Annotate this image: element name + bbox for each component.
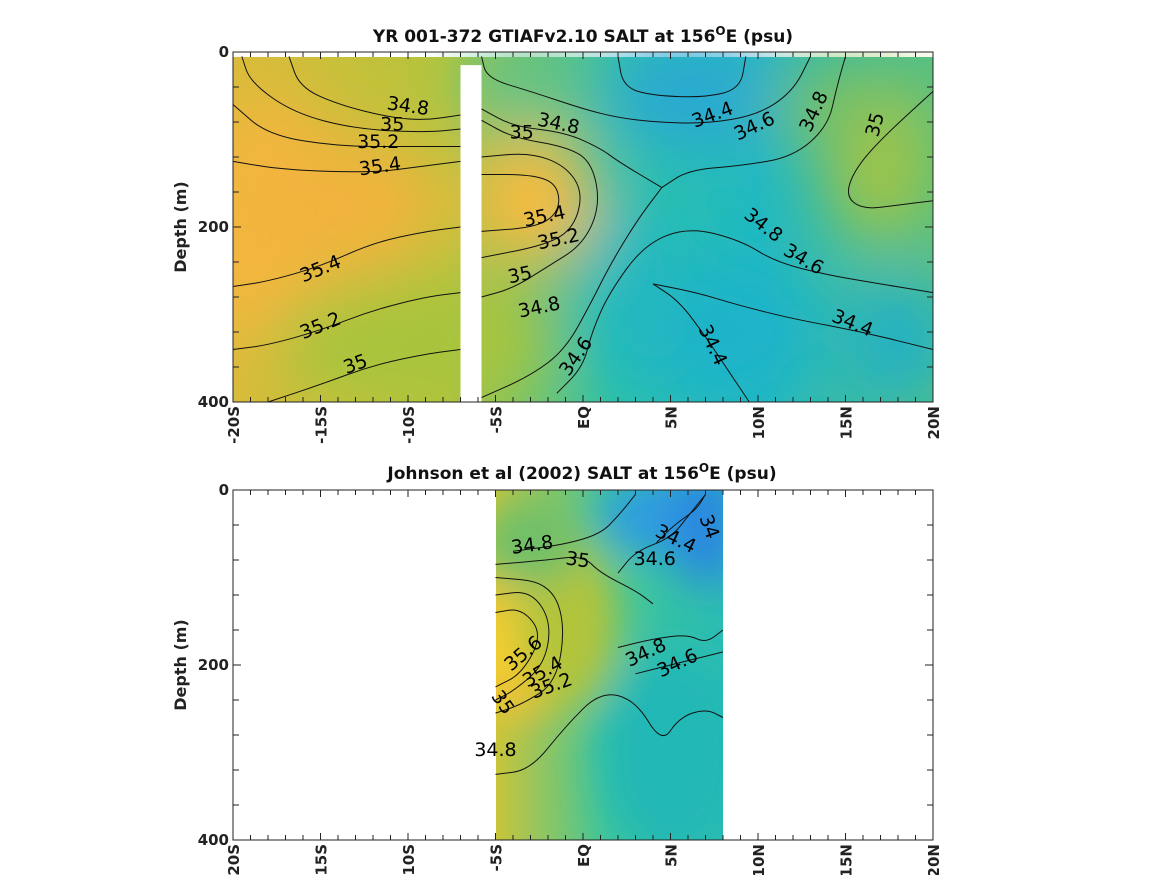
panel-1: YR 001-372 GTIAFv2.10 SALT at 156OE (psu… — [171, 24, 943, 444]
panel-2-xtick-EQ: EQ — [575, 844, 593, 867]
color-blob — [775, 60, 881, 149]
color-blob — [496, 498, 583, 587]
contour-line-34.8 — [481, 108, 663, 189]
contour-line-34.8 — [288, 56, 461, 120]
panel-1-x-tick-labels: -20S -15S -10S -5S EQ 5N 10N 15N 20N — [225, 406, 943, 444]
panel-1-field — [233, 52, 933, 402]
panel-2-xtick-20S: -20S — [225, 844, 243, 875]
contour-line-34.4 — [656, 494, 706, 543]
contour-line-34.4 — [617, 56, 747, 98]
contour-line-34.4 — [652, 283, 750, 403]
panel-2-title-sup: O — [699, 461, 709, 475]
panel-1-xtick-EQ: EQ — [575, 406, 593, 429]
panel-1-xtick-20S: -20S — [225, 406, 243, 444]
panel-1-xtick-15S: -15S — [313, 406, 331, 444]
panel-2-title: Johnson et al (2002) SALT at 156OE (psu) — [386, 461, 776, 484]
color-blob — [460, 52, 601, 122]
panel-1-blank-band — [460, 65, 482, 402]
contour-line-35.4 — [481, 174, 560, 232]
panel-2-xtick-10S: -10S — [400, 844, 418, 875]
panel-2-ytick-200: 200 — [198, 656, 229, 674]
contour-line-34.8 — [617, 629, 724, 648]
panel-1-contours — [232, 56, 934, 403]
contour-label: 34.8 — [474, 739, 516, 761]
contour-line-34.6 — [481, 56, 811, 124]
contour-label: 34.6 — [634, 548, 676, 570]
contour-line-35.4 — [232, 226, 461, 287]
panel-1-y-tick-labels: 0 200 400 — [198, 43, 229, 411]
color-blob — [233, 135, 443, 276]
panel-1-title: YR 001-372 GTIAFv2.10 SALT at 156OE (psu… — [372, 24, 793, 47]
panel-2-x-tick-labels: -20S -15S -10S -5S EQ 5N 10N 15N 20N — [225, 844, 943, 875]
contour-line-35.4 — [232, 160, 461, 173]
contour-label: 35.2 — [357, 131, 399, 153]
color-blob — [583, 192, 688, 402]
panel-2-title-pre: Johnson et al (2002) SALT at 156 — [386, 464, 699, 484]
panel-2-xtick-15S: -15S — [313, 844, 331, 875]
panel-2-ylabel: Depth (m) — [171, 619, 190, 711]
panel-1-ytick-200: 200 — [198, 218, 229, 236]
panel-2: Johnson et al (2002) SALT at 156OE (psu)… — [171, 461, 943, 875]
contour-label: 35 — [506, 262, 534, 289]
contour-line-35.6 — [495, 609, 539, 688]
contour-line-34.8 — [512, 494, 636, 552]
color-blob — [600, 52, 776, 149]
contour-line-34.8 — [481, 187, 663, 399]
contour-line-34.8 — [661, 56, 846, 189]
panel-2-title-post: E (psu) — [709, 464, 776, 484]
color-blob — [670, 490, 723, 587]
panel-1-ytick-0: 0 — [219, 43, 229, 61]
panel-2-ytick-400: 400 — [198, 831, 229, 849]
panel-1-title-sup: O — [715, 24, 725, 38]
panel-1-title-pre: YR 001-372 GTIAFv2.10 SALT at 156 — [372, 27, 716, 47]
contour-line-35 — [847, 91, 934, 209]
color-blob — [469, 135, 592, 267]
panel-2-y-tick-labels: 0 200 400 — [198, 481, 229, 849]
contour-line-34.8 — [495, 694, 724, 775]
contour-line-35 — [481, 119, 599, 298]
contour-line-35 — [241, 56, 461, 133]
panel-1-xtick-5S: -5S — [488, 406, 506, 433]
contour-label: 35 — [380, 114, 404, 136]
panel-2-ytick-0: 0 — [219, 481, 229, 499]
panel-1-xtick-20N: 20N — [925, 406, 943, 439]
contour-line-35.2 — [232, 292, 461, 350]
panel-1-xtick-15N: 15N — [838, 406, 856, 439]
panel-1-xtick-10N: 10N — [750, 406, 768, 439]
contour-line-34.6 — [635, 651, 724, 675]
contour-line-35.4 — [495, 592, 550, 701]
contour-line-35 — [495, 556, 654, 605]
color-blob — [600, 647, 723, 840]
panel-1-ylabel: Depth (m) — [171, 181, 190, 273]
panel-1-xtick-10S: -10S — [400, 406, 418, 444]
contour-line-35.2 — [495, 577, 564, 714]
contour-line-34.6 — [617, 494, 706, 574]
color-blob — [845, 279, 933, 402]
panel-2-xtick-10N: 10N — [750, 844, 768, 875]
panel-1-xtick-5N: 5N — [663, 406, 681, 429]
panel-2-ticks — [232, 489, 934, 841]
contour-line-35 — [267, 349, 461, 403]
panel-2-xtick-5N: 5N — [663, 844, 681, 867]
panel-1-ticks — [232, 51, 934, 403]
contour-line-34.4 — [652, 283, 934, 350]
contour-line-34.6 — [556, 230, 934, 394]
panel-1-title-post: E (psu) — [726, 27, 793, 47]
panel-2-contours — [495, 494, 724, 775]
contour-label: 35 — [564, 547, 591, 572]
panel-1-ytick-400: 400 — [198, 393, 229, 411]
panel-2-xtick-15N: 15N — [838, 844, 856, 875]
panel-2-xtick-20N: 20N — [925, 844, 943, 875]
panel-2-xtick-5S: -5S — [488, 844, 506, 871]
contour-label: 35 — [510, 122, 534, 144]
contour-line-35.2 — [232, 104, 461, 148]
contour-line-35.2 — [481, 153, 581, 259]
